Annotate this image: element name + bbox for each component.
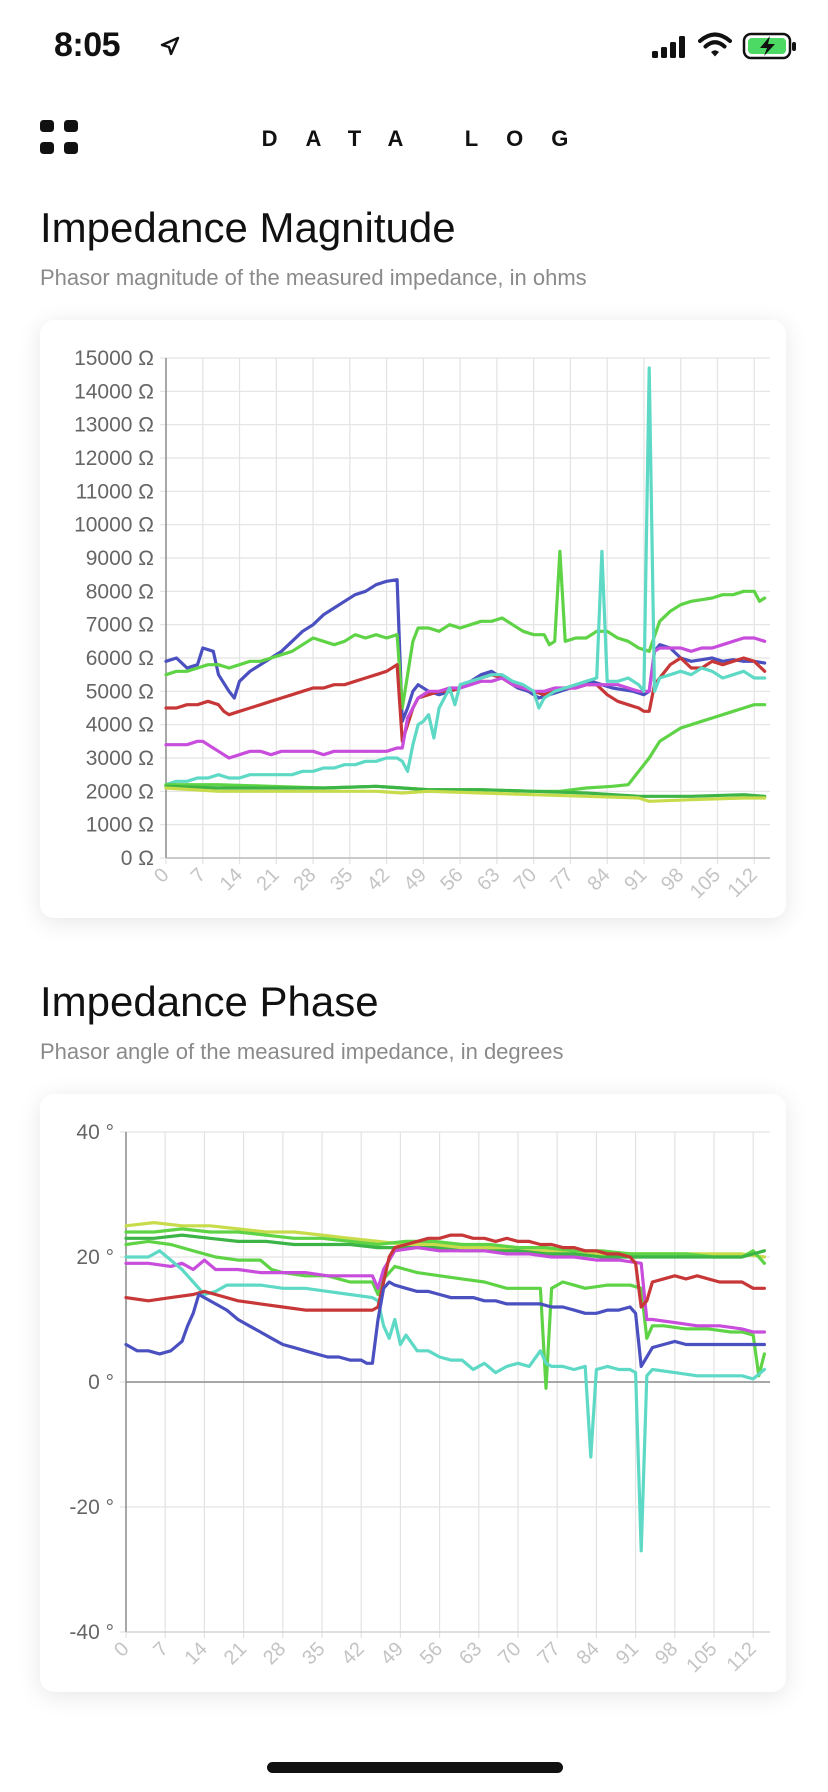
y-tick-label: -20 ° — [69, 1496, 114, 1519]
x-tick-label: 49 — [400, 864, 431, 895]
series-line-3 — [124, 1239, 766, 1390]
series-line-1 — [164, 549, 767, 710]
x-tick-label: 35 — [298, 1638, 329, 1669]
battery-charging-icon — [742, 32, 796, 60]
series-line-2 — [164, 656, 767, 743]
y-tick-label: 13000 Ω — [74, 414, 154, 437]
series-line-2 — [124, 1233, 766, 1259]
y-tick-label: -40 ° — [69, 1621, 114, 1644]
x-tick-label: 28 — [259, 1638, 290, 1669]
magnitude-chart-card: 0 Ω 1000 Ω 2000 Ω 3000 Ω 4000 Ω 5000 Ω 6000 Ω 7… — [40, 320, 786, 918]
series-line-0 — [164, 578, 767, 723]
x-tick-label: 0 — [110, 1638, 133, 1661]
y-tick-label: 5000 Ω — [86, 680, 154, 703]
y-tick-label: 10000 Ω — [74, 514, 154, 537]
x-tick-label: 98 — [657, 864, 688, 895]
page-title: DATA LOG — [261, 126, 597, 151]
x-tick-label: 77 — [547, 864, 578, 895]
phase-chart: -40 ° -20 ° 0 ° 20 ° 40 ° 0 7 14 21 28 35 42 49 56 63 7… — [69, 1121, 770, 1677]
y-tick-label: 15000 Ω — [74, 347, 154, 370]
y-tick-label: 2000 Ω — [86, 780, 154, 803]
x-tick-label: 112 — [724, 864, 762, 902]
home-indicator[interactable] — [267, 1762, 563, 1773]
x-tick-label: 112 — [723, 1638, 761, 1676]
x-tick-label: 56 — [416, 1638, 447, 1669]
y-tick-label: 3000 Ω — [86, 747, 154, 770]
section-subtitle-magnitude: Phasor magnitude of the measured impedan… — [40, 265, 587, 290]
y-tick-label: 6000 Ω — [86, 647, 154, 670]
x-tick-label: 28 — [289, 864, 320, 895]
y-tick-label: 12000 Ω — [74, 447, 154, 470]
x-tick-label: 7 — [149, 1638, 172, 1661]
x-tick-label: 105 — [686, 864, 725, 903]
y-tick-label: 4000 Ω — [86, 714, 154, 737]
x-tick-label: 14 — [216, 864, 247, 895]
x-tick-label: 35 — [326, 864, 357, 895]
x-tick-label: 105 — [682, 1638, 721, 1677]
series-line-4 — [124, 1246, 766, 1334]
x-tick-label: 0 — [150, 864, 173, 887]
x-tick-label: 70 — [510, 864, 541, 895]
menu-grid-icon[interactable] — [40, 118, 80, 158]
y-tick-label: 0 Ω — [121, 847, 154, 870]
phase-chart-card: -40 ° -20 ° 0 ° 20 ° 40 ° 0 7 14 21 28 35 42 49 56 63 7… — [40, 1094, 786, 1692]
section-title-phase: Impedance Phase — [40, 978, 379, 1025]
x-tick-label: 91 — [612, 1638, 643, 1669]
y-tick-label: 7000 Ω — [86, 614, 154, 637]
series-line-4 — [164, 366, 767, 787]
series-line-6 — [164, 784, 767, 798]
x-tick-label: 70 — [494, 1638, 525, 1669]
x-tick-label: 77 — [533, 1638, 564, 1669]
series-line-5 — [164, 703, 767, 793]
y-tick-label: 11000 Ω — [76, 480, 154, 503]
y-tick-label: 8000 Ω — [86, 580, 154, 603]
series-line-5 — [124, 1249, 766, 1553]
section-subtitle-phase: Phasor angle of the measured impedance, … — [40, 1039, 564, 1064]
cellular-signal-icon — [652, 36, 685, 58]
series-line-7 — [124, 1280, 766, 1368]
status-time: 8:05 — [54, 26, 121, 64]
status-bar: 8:05 — [0, 0, 828, 100]
x-tick-label: 98 — [651, 1638, 682, 1669]
x-tick-label: 49 — [377, 1638, 408, 1669]
x-tick-label: 84 — [573, 1638, 604, 1669]
location-arrow-icon — [160, 36, 180, 56]
y-tick-label: 0 ° — [88, 1371, 114, 1394]
x-tick-label: 63 — [455, 1638, 486, 1669]
wifi-icon — [698, 32, 732, 57]
series-line-7 — [164, 786, 767, 803]
y-tick-label: 40 ° — [76, 1121, 114, 1144]
series-line-6 — [124, 1233, 766, 1312]
y-tick-label: 9000 Ω — [86, 547, 154, 570]
x-tick-label: 42 — [363, 864, 394, 895]
y-tick-label: 20 ° — [76, 1246, 114, 1269]
x-tick-label: 7 — [187, 864, 210, 887]
magnitude-chart: 0 Ω 1000 Ω 2000 Ω 3000 Ω 4000 Ω 5000 Ω 6000 Ω 7… — [74, 347, 770, 903]
x-tick-label: 14 — [181, 1638, 212, 1669]
x-tick-label: 56 — [436, 864, 467, 895]
x-tick-label: 21 — [253, 864, 284, 895]
section-title-magnitude: Impedance Magnitude — [40, 204, 456, 251]
series-line-1 — [124, 1227, 766, 1265]
x-tick-label: 84 — [583, 864, 614, 895]
x-tick-label: 42 — [337, 1638, 368, 1669]
x-tick-label: 21 — [220, 1638, 251, 1669]
y-tick-label: 1000 Ω — [86, 814, 154, 837]
y-tick-label: 14000 Ω — [74, 380, 154, 403]
x-tick-label: 91 — [620, 864, 651, 895]
x-tick-label: 63 — [473, 864, 504, 895]
series-line-3 — [164, 636, 767, 760]
